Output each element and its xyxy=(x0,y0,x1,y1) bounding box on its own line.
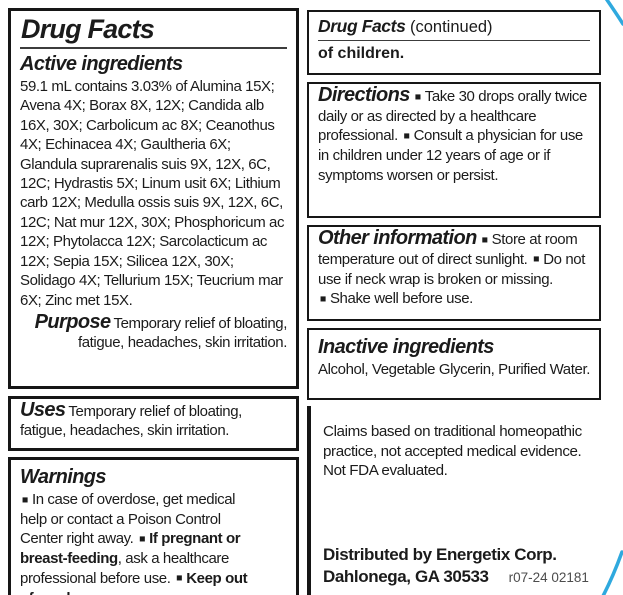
warnings-text-4-bold: Keep out of reach xyxy=(20,569,248,595)
right-column: Drug Facts (continued) of children. Dire… xyxy=(307,10,601,595)
bullet-icon: ■ xyxy=(403,129,410,142)
title-underline xyxy=(20,47,287,50)
uses-box: Uses Temporary relief of bloating, fatigu… xyxy=(8,396,299,451)
other-information-heading: Other information xyxy=(318,227,477,249)
purpose-heading: Purpose xyxy=(34,310,111,333)
bullet-icon: ■ xyxy=(414,90,421,103)
bullet-icon: ■ xyxy=(176,572,183,585)
warnings-text-3: , ask a healthcare professional before u… xyxy=(20,550,229,587)
bullet-icon: ■ xyxy=(139,532,146,545)
warnings-heading: Warnings xyxy=(20,466,107,488)
left-column: Drug Facts Active ingredients 59.1 mL co… xyxy=(8,8,303,595)
continued-carryover-text: of children. xyxy=(318,45,405,62)
continued-arrow-icon: → xyxy=(282,589,303,595)
distributor-city: Dahlonega, GA 30533 xyxy=(323,567,489,586)
other-text-1: Store at room temperature out of direct … xyxy=(318,231,578,268)
warnings-paragraph: ■ In case of overdose, get medical help o… xyxy=(20,490,303,595)
warnings-text-1: In case of overdose, get medical help or… xyxy=(20,491,236,548)
uses-heading: Uses xyxy=(20,399,66,421)
distributor-line-1: Distributed by Energetix Corp. xyxy=(323,545,557,564)
other-text-2: Do not use if neck wrap is broken or mis… xyxy=(318,250,585,288)
inactive-ingredients-box: Inactive ingredients Alcohol, Vegetable … xyxy=(307,328,601,400)
continued-title: Drug Facts xyxy=(318,16,406,36)
active-ingredients-heading: Active ingredients xyxy=(20,53,183,76)
top-right-arc xyxy=(604,0,623,26)
purpose-text: Temporary relief of bloating, fatigue, h… xyxy=(77,314,287,352)
directions-box: Directions ■ Take 30 drops orally twice da… xyxy=(307,82,601,218)
warnings-box: Warnings ■ In case of overdose, get medic… xyxy=(8,457,303,595)
footer-section: Claims based on traditional homeopathic … xyxy=(307,406,601,595)
other-text-3: Shake well before use. xyxy=(329,290,473,308)
directions-heading: Directions xyxy=(318,84,410,106)
continued-title-line: Drug Facts (continued) xyxy=(318,16,590,37)
bottom-right-arc xyxy=(601,550,623,595)
active-ingredients-body: 59.1 mL contains 3.03% of Alumina 15X; A… xyxy=(20,78,285,309)
other-information-paragraph: Other information ■ Store at room temperat… xyxy=(318,227,590,309)
claims-disclaimer-text: Claims based on traditional homeopathic … xyxy=(323,423,582,480)
drug-facts-continued-box: Drug Facts (continued) of children. xyxy=(307,10,601,75)
bullet-icon: ■ xyxy=(481,233,488,246)
other-information-box: Other information ■ Store at room temperat… xyxy=(307,225,601,321)
continued-suffix: (continued) xyxy=(405,18,493,36)
directions-text-1: Take 30 drops orally twice daily or as d… xyxy=(318,88,587,145)
continued-underline xyxy=(318,40,590,41)
uses-paragraph: Uses Temporary relief of bloating, fatigu… xyxy=(20,399,287,441)
distributor-line-2: Dahlonega, GA 30533 r07-24 02181 xyxy=(323,566,597,589)
drug-facts-main-box: Drug Facts Active ingredients 59.1 mL co… xyxy=(8,8,299,389)
distributor-block: Distributed by Energetix Corp. Dahlonega… xyxy=(323,544,597,589)
directions-text-2: Consult a physician for use in children … xyxy=(318,127,583,184)
directions-paragraph: Directions ■ Take 30 drops orally twice da… xyxy=(318,84,590,185)
inactive-ingredients-heading: Inactive ingredients xyxy=(318,336,494,358)
uses-text: Temporary relief of bloating, fatigue, h… xyxy=(20,403,242,440)
drug-facts-title: Drug Facts xyxy=(21,14,155,44)
purpose-paragraph: Purpose Temporary relief of bloating, fat… xyxy=(20,310,288,353)
bullet-icon: ■ xyxy=(22,493,28,506)
revision-code: r07-24 02181 xyxy=(508,570,589,585)
bullet-icon: ■ xyxy=(533,253,540,266)
inactive-ingredients-text: Alcohol, Vegetable Glycerin, Purified Wa… xyxy=(318,361,590,378)
bullet-icon: ■ xyxy=(320,292,326,305)
warnings-text-2-bold: If pregnant or breast-feeding xyxy=(20,530,241,568)
